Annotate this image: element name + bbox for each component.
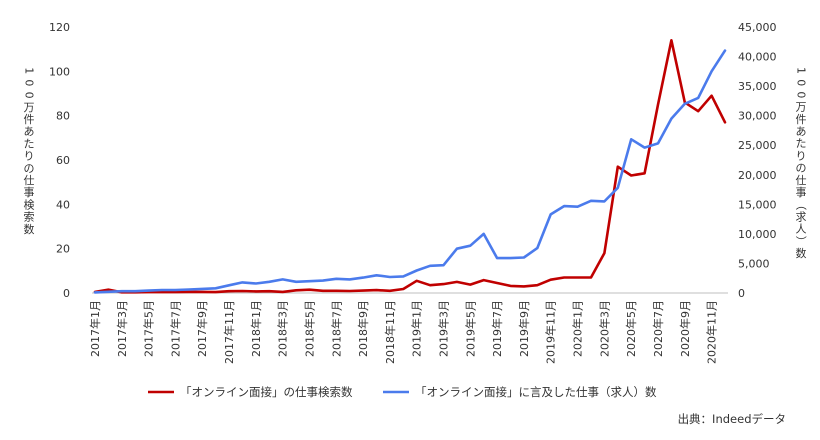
y-right-tick-label: 35,000 xyxy=(738,80,777,93)
svg-text:仕: 仕 xyxy=(796,174,807,187)
legend-label-1: 「オンライン面接」の仕事検索数 xyxy=(180,385,353,399)
x-tick-label: 2019年11月 xyxy=(544,300,558,364)
y-right-tick-label: 5,000 xyxy=(738,257,770,270)
x-tick-label: 2018年7月 xyxy=(329,300,343,357)
svg-text:り: り xyxy=(24,150,35,163)
y-right-tick-label: 30,000 xyxy=(738,110,777,123)
series-line-2 xyxy=(93,49,727,294)
x-tick-label: 2019年9月 xyxy=(517,300,531,357)
svg-text:人: 人 xyxy=(796,223,807,236)
svg-text:た: た xyxy=(796,137,807,150)
svg-text:の: の xyxy=(24,162,35,175)
y-left-tick-label: 80 xyxy=(56,110,70,123)
svg-text:万: 万 xyxy=(796,101,807,114)
x-tick-label: 2018年9月 xyxy=(356,300,370,357)
y-left-tick-label: 100 xyxy=(49,65,70,78)
svg-text:り: り xyxy=(796,149,807,162)
svg-text:仕: 仕 xyxy=(24,174,35,187)
svg-text:数: 数 xyxy=(24,223,35,236)
x-tick-label: 2020年1月 xyxy=(571,300,585,357)
x-tick-label: 2017年7月 xyxy=(168,300,182,357)
legend-label-2: 「オンライン面接」に言及した仕事（求人）数 xyxy=(415,385,657,399)
x-tick-label: 2017年9月 xyxy=(195,300,209,357)
svg-text:の: の xyxy=(796,162,807,175)
x-tick-label: 2020年7月 xyxy=(651,300,665,357)
svg-text:事: 事 xyxy=(796,186,807,199)
svg-text:1: 1 xyxy=(795,67,808,74)
x-tick-label: 2017年5月 xyxy=(142,300,156,357)
svg-text:事: 事 xyxy=(24,186,35,199)
svg-text:1: 1 xyxy=(23,67,36,74)
svg-text:件: 件 xyxy=(796,113,807,126)
y-left-tick-label: 0 xyxy=(63,287,70,300)
svg-text:索: 索 xyxy=(24,210,35,224)
x-tick-label: 2018年5月 xyxy=(302,300,316,357)
y-left-tick-label: 60 xyxy=(56,154,70,167)
svg-text:求: 求 xyxy=(796,210,807,223)
x-tick-label: 2019年7月 xyxy=(490,300,504,357)
y-right-tick-label: 0 xyxy=(738,287,745,300)
svg-text:た: た xyxy=(24,137,35,150)
x-tick-label: 2017年11月 xyxy=(222,300,236,364)
x-tick-label: 2018年3月 xyxy=(276,300,290,357)
svg-text:0: 0 xyxy=(795,91,808,98)
series-line-1 xyxy=(93,38,727,294)
svg-text:0: 0 xyxy=(795,79,808,86)
x-tick-label: 2019年1月 xyxy=(410,300,424,357)
x-tick-label: 2018年11月 xyxy=(383,300,397,364)
y-right-tick-label: 40,000 xyxy=(738,51,777,64)
x-tick-label: 2020年5月 xyxy=(624,300,638,357)
y-left-tick-label: 120 xyxy=(49,21,70,34)
x-tick-label: 2019年3月 xyxy=(437,300,451,357)
y-right-tick-label: 10,000 xyxy=(738,228,777,241)
x-tick-label: 2020年3月 xyxy=(597,300,611,357)
y-right-tick-label: 45,000 xyxy=(738,21,777,34)
y-right-tick-label: 25,000 xyxy=(738,139,777,152)
svg-text:検: 検 xyxy=(24,197,35,211)
x-tick-label: 2019年5月 xyxy=(463,300,477,357)
y-right-tick-label: 15,000 xyxy=(738,198,777,211)
y-left-tick-label: 40 xyxy=(56,198,70,211)
svg-text:0: 0 xyxy=(23,92,36,99)
svg-text:0: 0 xyxy=(23,79,36,86)
svg-text:万: 万 xyxy=(24,101,35,114)
svg-text:）: ） xyxy=(795,236,808,247)
x-tick-label: 2020年11月 xyxy=(705,300,719,364)
svg-text:あ: あ xyxy=(796,125,807,138)
x-tick-label: 2020年9月 xyxy=(678,300,692,357)
svg-text:（: （ xyxy=(795,199,808,210)
source-note: 出典：Indeedデータ xyxy=(678,412,786,426)
svg-text:数: 数 xyxy=(796,247,807,260)
x-tick-label: 2017年1月 xyxy=(88,300,102,357)
svg-text:あ: あ xyxy=(24,125,35,138)
y-right-tick-label: 20,000 xyxy=(738,169,777,182)
svg-text:件: 件 xyxy=(24,113,35,126)
x-tick-label: 2018年1月 xyxy=(249,300,263,357)
x-tick-label: 2017年3月 xyxy=(115,300,129,357)
y-left-tick-label: 20 xyxy=(56,243,70,256)
